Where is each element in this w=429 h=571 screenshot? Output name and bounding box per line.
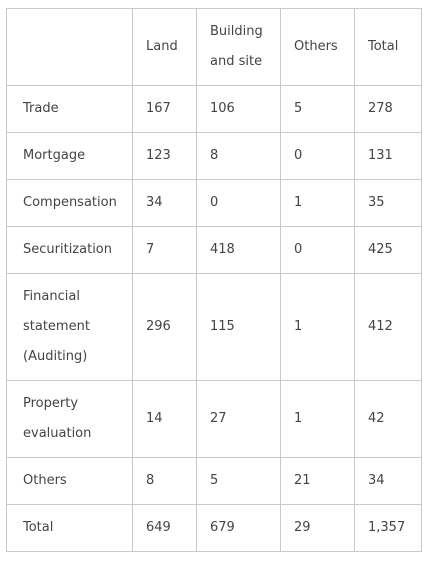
cell-land: 649 [132, 504, 197, 552]
cell-building-and-site: 27 [196, 380, 281, 458]
cell-others: 0 [280, 132, 355, 180]
row-label: Total [6, 504, 133, 552]
cell-land: 34 [132, 179, 197, 227]
cell-total: 42 [354, 380, 422, 458]
cell-total: 425 [354, 226, 422, 274]
cell-total: 34 [354, 457, 422, 505]
header-cell-total: Total [354, 8, 422, 86]
cell-land: 296 [132, 273, 197, 381]
table-total-row: Total 649 679 29 1,357 [6, 504, 422, 552]
row-label: Securitization [6, 226, 133, 274]
table-row: Others 8 5 21 34 [6, 457, 422, 505]
cell-others: 1 [280, 273, 355, 381]
row-label: Mortgage [6, 132, 133, 180]
table-row: Securitization 7 418 0 425 [6, 226, 422, 274]
header-cell-others: Others [280, 8, 355, 86]
cell-total: 412 [354, 273, 422, 381]
header-cell-building-and-site: Building and site [196, 8, 281, 86]
cell-building-and-site: 106 [196, 85, 281, 133]
table-row: Trade 167 106 5 278 [6, 85, 422, 133]
cell-total: 278 [354, 85, 422, 133]
table-row: Financial statement (Auditing) 296 115 1… [6, 273, 422, 381]
cell-land: 8 [132, 457, 197, 505]
cell-others: 21 [280, 457, 355, 505]
cell-building-and-site: 679 [196, 504, 281, 552]
header-cell-land: Land [132, 8, 197, 86]
cell-building-and-site: 5 [196, 457, 281, 505]
table-row: Property evaluation 14 27 1 42 [6, 380, 422, 458]
cell-total: 35 [354, 179, 422, 227]
cell-others: 1 [280, 380, 355, 458]
cell-others: 5 [280, 85, 355, 133]
cell-building-and-site: 0 [196, 179, 281, 227]
header-cell-empty [6, 8, 133, 86]
row-label: Property evaluation [6, 380, 133, 458]
cell-land: 14 [132, 380, 197, 458]
cell-total: 131 [354, 132, 422, 180]
cell-others: 0 [280, 226, 355, 274]
row-label: Compensation [6, 179, 133, 227]
cell-land: 7 [132, 226, 197, 274]
cell-land: 167 [132, 85, 197, 133]
row-label: Others [6, 457, 133, 505]
row-label: Financial statement (Auditing) [6, 273, 133, 381]
cell-others: 1 [280, 179, 355, 227]
row-label: Trade [6, 85, 133, 133]
cell-total: 1,357 [354, 504, 422, 552]
cell-others: 29 [280, 504, 355, 552]
table-row: Mortgage 123 8 0 131 [6, 132, 422, 180]
cell-land: 123 [132, 132, 197, 180]
table-row: Compensation 34 0 1 35 [6, 179, 422, 227]
cell-building-and-site: 115 [196, 273, 281, 381]
data-table: Land Building and site Others Total Trad… [6, 8, 422, 552]
data-table-container: Land Building and site Others Total Trad… [6, 8, 422, 552]
cell-building-and-site: 418 [196, 226, 281, 274]
cell-building-and-site: 8 [196, 132, 281, 180]
table-header-row: Land Building and site Others Total [6, 8, 422, 86]
